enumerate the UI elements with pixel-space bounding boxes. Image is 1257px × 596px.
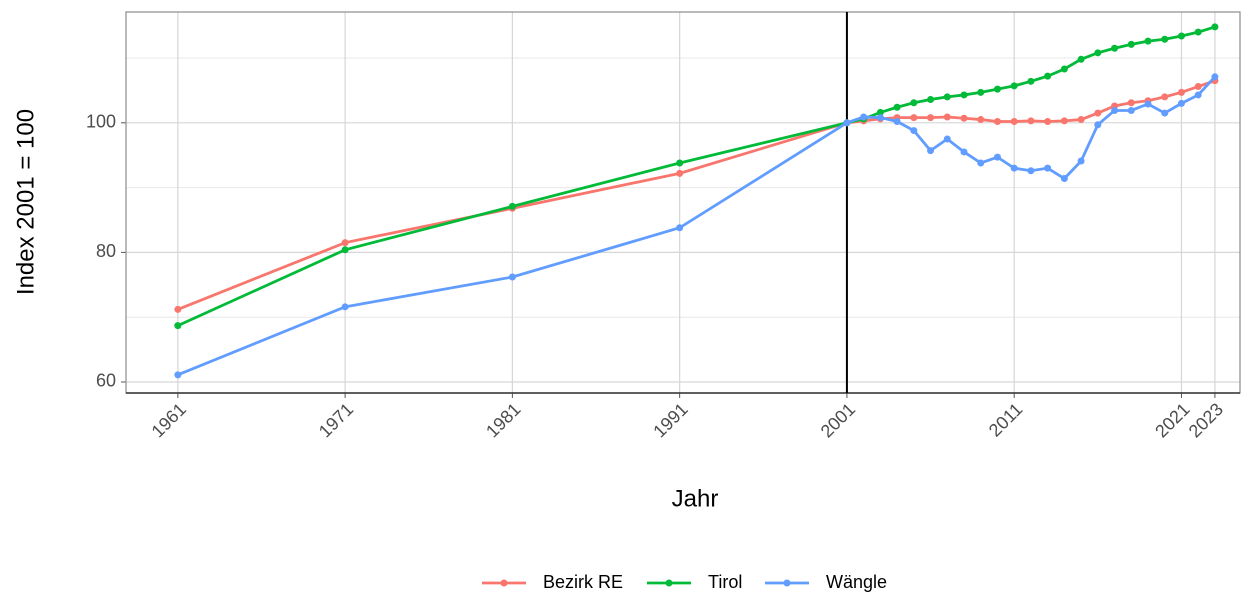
data-point	[876, 108, 884, 116]
panel-border	[125, 11, 1241, 394]
data-point	[1177, 88, 1185, 96]
legend-key-point	[665, 579, 673, 587]
data-point	[977, 88, 985, 96]
x-tick-label: 2023	[1185, 399, 1227, 441]
y-axis-label: Index 2001 = 100	[12, 109, 39, 295]
data-point	[993, 85, 1001, 93]
data-point	[910, 127, 918, 135]
data-point	[1060, 117, 1068, 125]
legend-label: Bezirk RE	[543, 572, 623, 592]
data-point	[910, 114, 918, 122]
data-point	[1111, 44, 1119, 52]
data-point	[1027, 117, 1035, 125]
data-point	[1177, 32, 1185, 40]
data-point	[943, 93, 951, 101]
data-point	[876, 114, 884, 122]
y-tick-label: 80	[96, 241, 116, 261]
x-tick-label: 1971	[315, 399, 357, 441]
data-point	[1144, 100, 1152, 108]
data-point	[341, 246, 349, 254]
legend-key-point	[500, 579, 508, 587]
data-point	[1077, 157, 1085, 165]
data-point	[1027, 77, 1035, 85]
y-tick-label: 100	[86, 112, 116, 132]
data-point	[943, 135, 951, 143]
data-point	[960, 91, 968, 99]
data-point	[1194, 91, 1202, 99]
data-point	[943, 113, 951, 121]
data-point	[1010, 82, 1018, 90]
legend-label: Tirol	[708, 572, 742, 592]
data-point	[174, 322, 182, 330]
data-point	[676, 159, 684, 167]
data-point	[1127, 106, 1135, 114]
data-point	[1161, 93, 1169, 101]
data-point	[927, 147, 935, 155]
data-point	[1211, 23, 1219, 31]
data-point	[1044, 164, 1052, 172]
data-point	[910, 99, 918, 107]
data-point	[1010, 164, 1018, 172]
data-point	[977, 159, 985, 167]
data-point	[1194, 83, 1202, 91]
data-point	[341, 303, 349, 311]
data-point	[1077, 55, 1085, 63]
y-tick-label: 60	[96, 371, 116, 391]
data-point	[174, 305, 182, 313]
legend-label: Wängle	[826, 572, 887, 592]
x-tick-label: 2001	[817, 399, 859, 441]
data-point	[993, 118, 1001, 126]
data-point	[893, 103, 901, 111]
data-point	[993, 153, 1001, 161]
data-point	[1194, 28, 1202, 36]
data-point	[1161, 35, 1169, 43]
data-point	[1127, 40, 1135, 48]
data-point	[508, 273, 516, 281]
data-point	[1094, 121, 1102, 129]
data-point	[1044, 72, 1052, 80]
x-tick-label: 1961	[148, 399, 190, 441]
data-point	[1211, 73, 1219, 81]
data-point	[927, 114, 935, 122]
x-axis-label: Jahr	[672, 485, 719, 512]
data-point	[927, 95, 935, 103]
data-point	[1127, 99, 1135, 107]
legend-key-point	[783, 579, 791, 587]
data-point	[1044, 118, 1052, 126]
data-point	[1010, 118, 1018, 126]
data-point	[960, 148, 968, 156]
data-point	[843, 119, 851, 127]
data-point	[1027, 167, 1035, 175]
series-line	[177, 79, 1216, 311]
data-point	[508, 202, 516, 210]
data-point	[1060, 175, 1068, 183]
data-point	[1111, 106, 1119, 114]
data-point	[1144, 37, 1152, 45]
data-point	[174, 371, 182, 379]
data-point	[1161, 109, 1169, 117]
data-point	[676, 224, 684, 232]
data-point	[977, 116, 985, 124]
data-point	[893, 118, 901, 126]
data-point	[341, 239, 349, 247]
x-tick-label: 1981	[482, 399, 524, 441]
data-point	[676, 169, 684, 177]
x-tick-label: 2011	[985, 399, 1027, 441]
data-point	[1077, 116, 1085, 124]
data-point	[1060, 65, 1068, 73]
x-tick-label: 1991	[649, 399, 691, 441]
data-point	[860, 113, 868, 121]
data-point	[960, 114, 968, 122]
x-tick-label: 2021	[1151, 399, 1193, 441]
data-point	[1177, 99, 1185, 107]
data-point	[1094, 49, 1102, 57]
data-point	[1094, 109, 1102, 117]
